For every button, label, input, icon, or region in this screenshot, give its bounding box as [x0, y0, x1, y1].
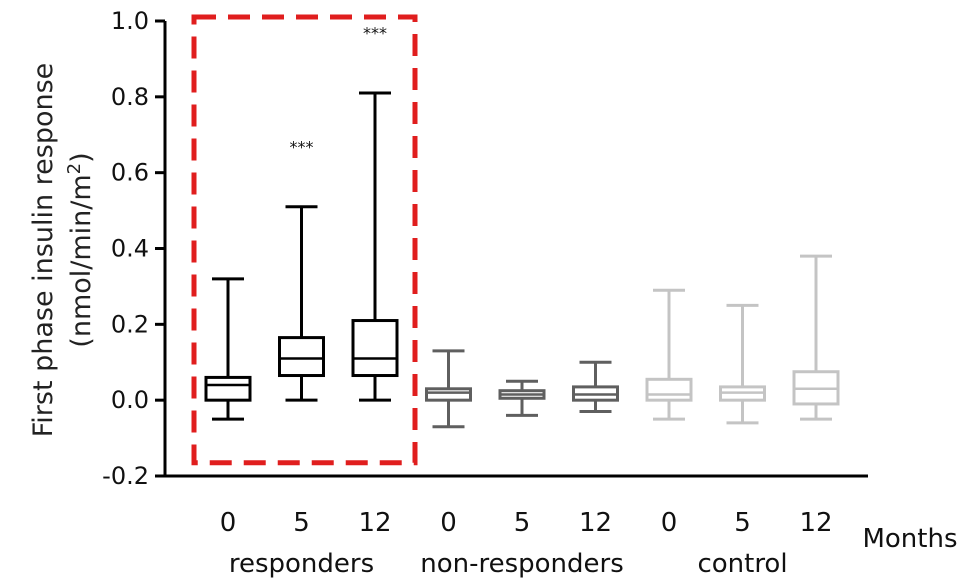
significance-marker: *** [363, 24, 387, 43]
y-tick-label: 1.0 [111, 7, 149, 35]
box-responders-12: *** [351, 24, 399, 402]
y-axis-unit-base: (nmol/min/m [66, 174, 97, 347]
y-axis-unit-superscript: 2 [64, 163, 85, 174]
y-axis-title-line1: First phase insulin response [28, 63, 59, 438]
highlight-dashed-box [191, 14, 418, 466]
x-tick-label: 12 [358, 508, 391, 538]
y-axis-unit-end: ) [66, 152, 97, 163]
group-label: responders [229, 549, 374, 579]
group-label: control [697, 549, 787, 579]
box-control-5 [719, 303, 766, 425]
box-non-responders-0 [425, 349, 472, 429]
y-axis-title: First phase insulin response (nmol/min/m… [28, 63, 97, 438]
x-tick-label: 5 [514, 508, 531, 538]
x-tick-label: 12 [799, 508, 832, 538]
box-responders-0 [204, 277, 252, 421]
box-non-responders-5 [498, 379, 546, 417]
iqr-box [351, 319, 399, 378]
group-labels: responders non-responders control [229, 549, 788, 579]
axes-layer [163, 21, 868, 478]
iqr-box [278, 336, 325, 378]
y-axis-title-line2: (nmol/min/m2) [64, 152, 97, 347]
y-tick-label: 0.8 [111, 83, 149, 111]
x-tick-label: 0 [220, 508, 237, 538]
iqr-box [425, 387, 472, 402]
y-ticks: -0.2 0.0 0.2 0.4 0.6 0.8 1.0 [102, 7, 165, 490]
x-tick-labels: 0 5 12 0 5 12 0 5 12 [220, 508, 833, 538]
box-non-responders-12 [572, 360, 619, 414]
box-control-0 [645, 288, 693, 421]
y-tick-label: 0.2 [111, 310, 149, 338]
group-label: non-responders [420, 549, 624, 579]
highlight-layer [191, 14, 418, 466]
iqr-box [204, 375, 252, 402]
y-tick-label: 0.0 [111, 386, 149, 414]
box-responders-5: *** [278, 137, 325, 402]
iqr-box [645, 377, 693, 402]
y-tick-label: 0.4 [111, 235, 149, 263]
x-tick-label: 12 [579, 508, 612, 538]
x-tick-label: 5 [293, 508, 310, 538]
box-control-12 [792, 254, 840, 421]
x-axis-title: Months [862, 524, 957, 554]
x-tick-label: 0 [440, 508, 457, 538]
x-tick-label: 5 [734, 508, 751, 538]
boxes: *** *** [204, 24, 840, 429]
x-tick-label: 0 [661, 508, 678, 538]
y-tick-label: -0.2 [102, 462, 149, 490]
y-tick-label: 0.6 [111, 159, 149, 187]
significance-marker: *** [290, 137, 314, 156]
